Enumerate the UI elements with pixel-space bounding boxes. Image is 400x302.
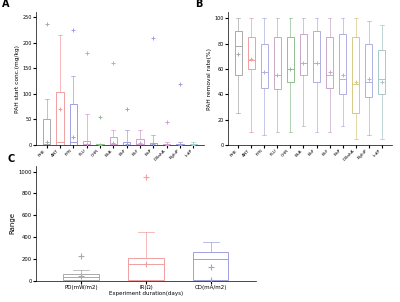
Text: B: B — [195, 0, 202, 9]
Bar — [365, 44, 372, 97]
Y-axis label: PAH start conc.(mg/kg): PAH start conc.(mg/kg) — [15, 44, 20, 113]
Bar — [43, 119, 50, 145]
Bar — [313, 31, 320, 82]
Bar — [136, 139, 144, 145]
Bar — [274, 37, 281, 89]
Y-axis label: Range: Range — [10, 213, 16, 234]
Bar — [235, 31, 242, 76]
Bar — [128, 258, 164, 280]
Bar — [261, 44, 268, 88]
Text: C: C — [7, 153, 15, 163]
Bar — [83, 141, 90, 145]
Bar — [352, 37, 359, 113]
Bar — [339, 34, 346, 94]
Bar — [96, 144, 104, 145]
Bar — [64, 274, 99, 280]
Bar — [70, 104, 77, 145]
Bar — [176, 144, 184, 145]
Bar — [163, 144, 170, 145]
Bar — [56, 92, 64, 145]
Bar — [193, 252, 228, 280]
Bar — [287, 37, 294, 82]
X-axis label: Experiment duration(days): Experiment duration(days) — [109, 291, 183, 297]
Bar — [378, 50, 385, 94]
Bar — [150, 143, 157, 145]
Y-axis label: PAH removal rate(%): PAH removal rate(%) — [207, 47, 212, 110]
Text: A: A — [2, 0, 10, 9]
Bar — [190, 144, 197, 145]
Bar — [300, 34, 307, 76]
Bar — [248, 37, 255, 69]
Bar — [326, 37, 333, 88]
Bar — [110, 137, 117, 145]
Bar — [123, 143, 130, 145]
